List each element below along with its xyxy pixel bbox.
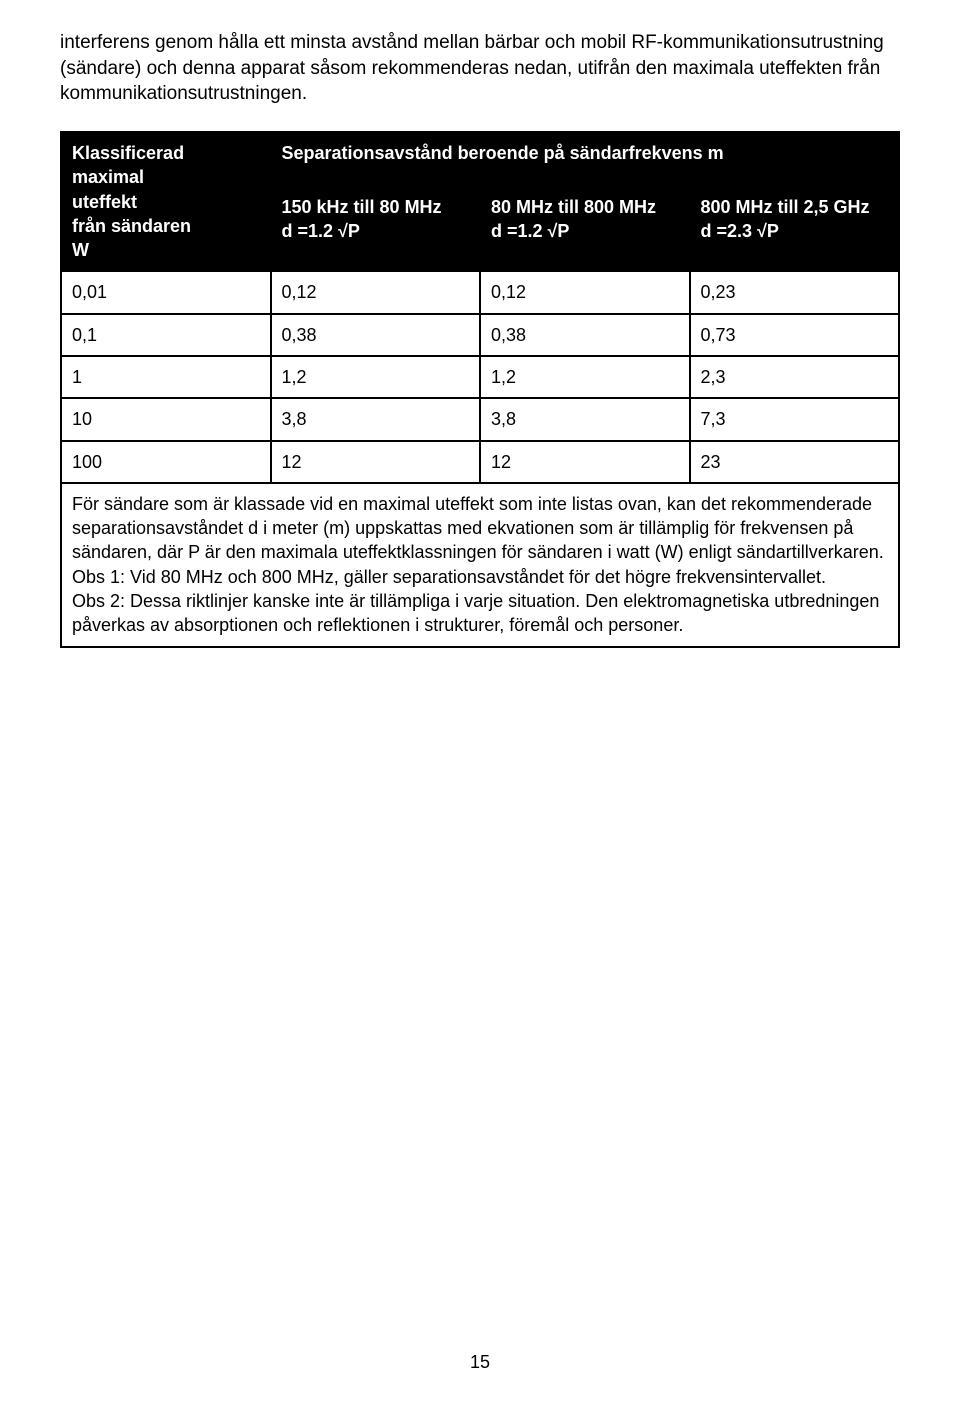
cell: 0,23 [690,271,900,313]
table-row: 1 1,2 1,2 2,3 [61,356,899,398]
table-row: 0,1 0,38 0,38 0,73 [61,314,899,356]
cell: 0,73 [690,314,900,356]
cell: 12 [480,441,690,483]
cell: 0,12 [480,271,690,313]
cell: 1 [61,356,271,398]
cell: 2,3 [690,356,900,398]
header-span: Separationsavstånd beroende på sändarfre… [271,132,900,186]
table-row: 100 12 12 23 [61,441,899,483]
table-row: 0,01 0,12 0,12 0,23 [61,271,899,313]
subheader-0: 150 kHz till 80 MHzd =1.2 √P [271,186,481,271]
subheader-2: 800 MHz till 2,5 GHzd =2.3 √P [690,186,900,271]
cell: 7,3 [690,398,900,440]
cell: 0,12 [271,271,481,313]
cell: 12 [271,441,481,483]
cell: 0,1 [61,314,271,356]
intro-paragraph: interferens genom hålla ett minsta avstå… [60,30,900,107]
cell: 23 [690,441,900,483]
table-body: 0,01 0,12 0,12 0,23 0,1 0,38 0,38 0,73 1… [61,271,899,646]
cell: 0,01 [61,271,271,313]
cell: 3,8 [480,398,690,440]
cell: 0,38 [271,314,481,356]
header-left: Klassificerad maximaluteffektfrån sändar… [61,132,271,271]
page: interferens genom hålla ett minsta avstå… [0,0,960,1401]
cell: 3,8 [271,398,481,440]
table-header-row-1: Klassificerad maximaluteffektfrån sändar… [61,132,899,186]
table-notes: För sändare som är klassade vid en maxim… [61,483,899,647]
table-row: 10 3,8 3,8 7,3 [61,398,899,440]
cell: 10 [61,398,271,440]
table-notes-row: För sändare som är klassade vid en maxim… [61,483,899,647]
subheader-1: 80 MHz till 800 MHzd =1.2 √P [480,186,690,271]
separation-table: Klassificerad maximaluteffektfrån sändar… [60,131,900,648]
cell: 1,2 [480,356,690,398]
page-number: 15 [0,1352,960,1373]
cell: 0,38 [480,314,690,356]
cell: 100 [61,441,271,483]
table-head: Klassificerad maximaluteffektfrån sändar… [61,132,899,271]
cell: 1,2 [271,356,481,398]
